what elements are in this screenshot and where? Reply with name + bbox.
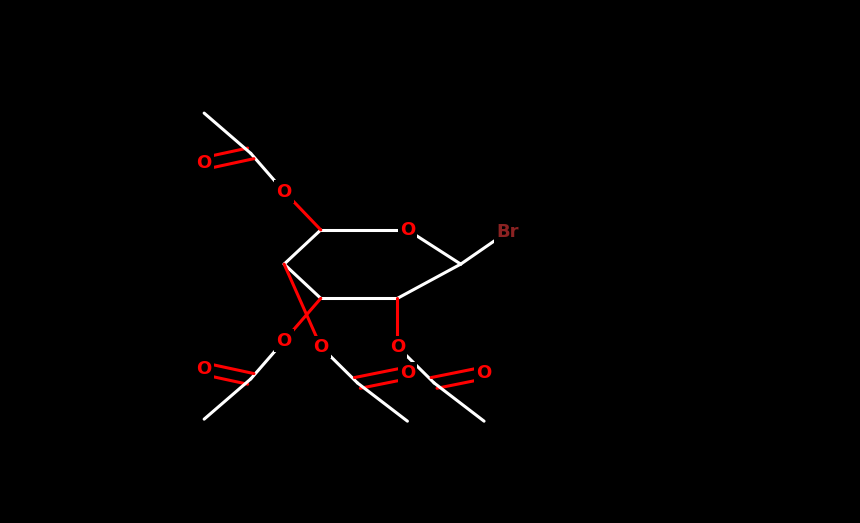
- Text: O: O: [277, 183, 292, 201]
- Text: O: O: [400, 221, 415, 239]
- Text: O: O: [400, 364, 415, 382]
- Text: O: O: [476, 364, 492, 382]
- Text: O: O: [197, 360, 212, 378]
- Text: O: O: [197, 154, 212, 173]
- Text: O: O: [313, 338, 329, 356]
- Text: Br: Br: [496, 223, 519, 241]
- Text: O: O: [277, 332, 292, 350]
- Text: O: O: [390, 338, 405, 356]
